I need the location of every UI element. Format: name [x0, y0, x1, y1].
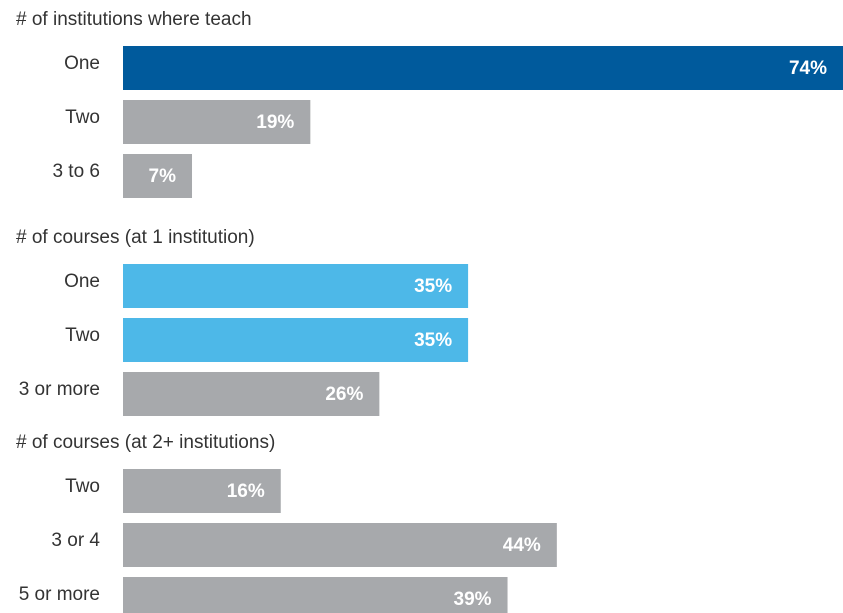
- value-label: 74%: [789, 58, 827, 79]
- bar: [123, 318, 469, 362]
- group-title: # of institutions where teach: [16, 9, 252, 30]
- value-label: 19%: [256, 112, 294, 133]
- category-label: Two: [65, 325, 100, 346]
- value-label: 16%: [227, 481, 265, 502]
- category-label: 3 to 6: [52, 161, 100, 182]
- bar: [123, 154, 193, 198]
- bar: [123, 372, 380, 416]
- category-label: One: [64, 271, 100, 292]
- bar: [123, 100, 311, 144]
- group-title: # of courses (at 1 institution): [16, 227, 255, 248]
- category-label: 5 or more: [19, 584, 100, 605]
- bar: [123, 523, 557, 567]
- value-label: 39%: [454, 589, 492, 610]
- category-label: One: [64, 53, 100, 74]
- category-label: Two: [65, 107, 100, 128]
- bar: [123, 264, 469, 308]
- group-title: # of courses (at 2+ institutions): [16, 432, 275, 453]
- category-label: 3 or 4: [51, 530, 100, 551]
- value-label: 44%: [503, 535, 541, 556]
- value-label: 7%: [149, 166, 177, 187]
- category-label: 3 or more: [19, 379, 100, 400]
- value-label: 26%: [325, 384, 363, 405]
- value-label: 35%: [414, 276, 452, 297]
- bar: [123, 577, 508, 613]
- category-label: Two: [65, 476, 100, 497]
- bar: [123, 46, 843, 90]
- bar: [123, 469, 281, 513]
- value-label: 35%: [414, 330, 452, 351]
